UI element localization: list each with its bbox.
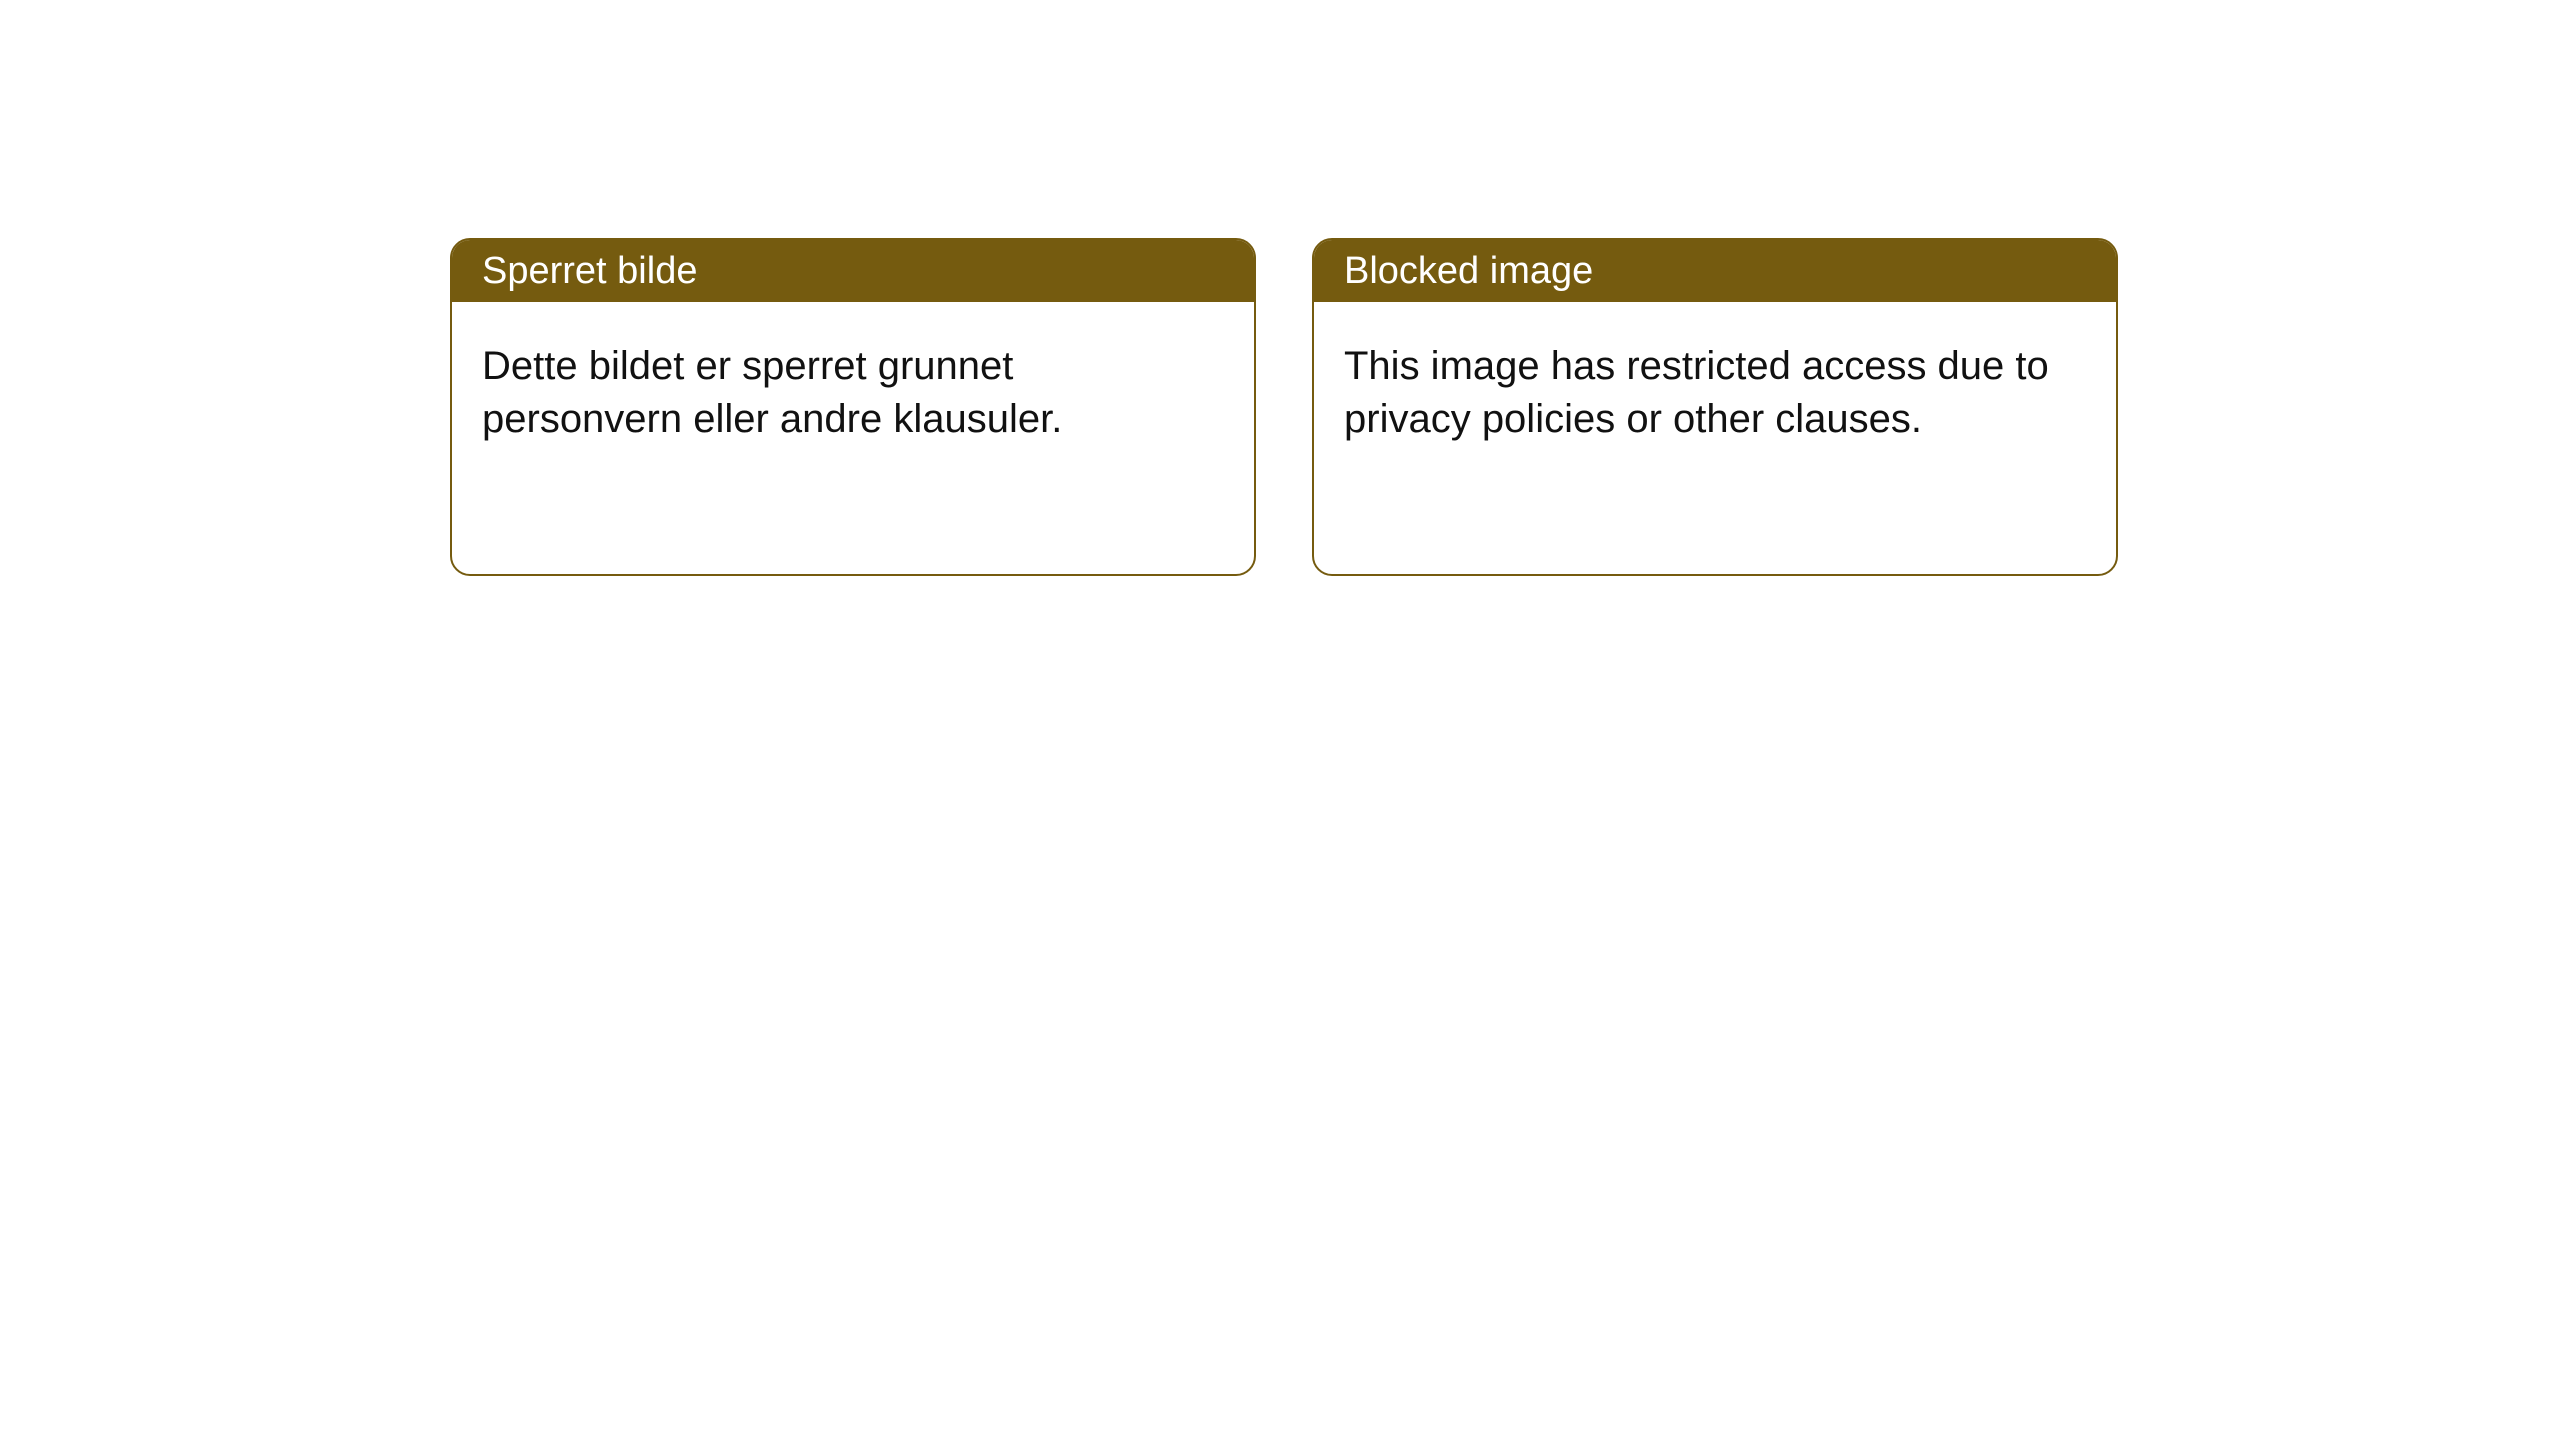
blocked-image-card-en: Blocked image This image has restricted …	[1312, 238, 2118, 576]
card-body-en: This image has restricted access due to …	[1314, 302, 2116, 476]
notice-container: Sperret bilde Dette bildet er sperret gr…	[0, 0, 2560, 576]
card-message-no: Dette bildet er sperret grunnet personve…	[482, 344, 1062, 441]
card-title-en: Blocked image	[1344, 250, 1593, 293]
card-body-no: Dette bildet er sperret grunnet personve…	[452, 302, 1254, 476]
card-message-en: This image has restricted access due to …	[1344, 344, 2049, 441]
card-header-en: Blocked image	[1314, 240, 2116, 302]
blocked-image-card-no: Sperret bilde Dette bildet er sperret gr…	[450, 238, 1256, 576]
card-header-no: Sperret bilde	[452, 240, 1254, 302]
card-title-no: Sperret bilde	[482, 250, 697, 293]
